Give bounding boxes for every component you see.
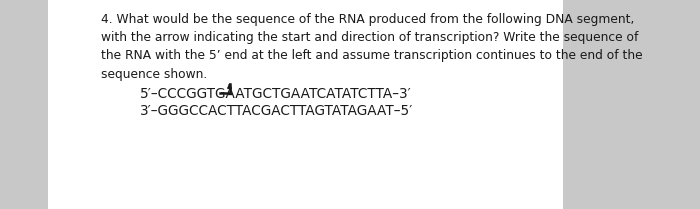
Text: 4. What would be the sequence of the RNA produced from the following DNA segment: 4. What would be the sequence of the RNA… — [102, 13, 643, 81]
Bar — [48, 0, 563, 209]
Text: 5′–CCCGGTGAATGCTGAATCATATCTTA–3′: 5′–CCCGGTGAATGCTGAATCATATCTTA–3′ — [140, 87, 412, 101]
Text: 3′–GGGCCACTTACGACTTAGTATAGAAT–5′: 3′–GGGCCACTTACGACTTAGTATAGAAT–5′ — [140, 104, 413, 118]
